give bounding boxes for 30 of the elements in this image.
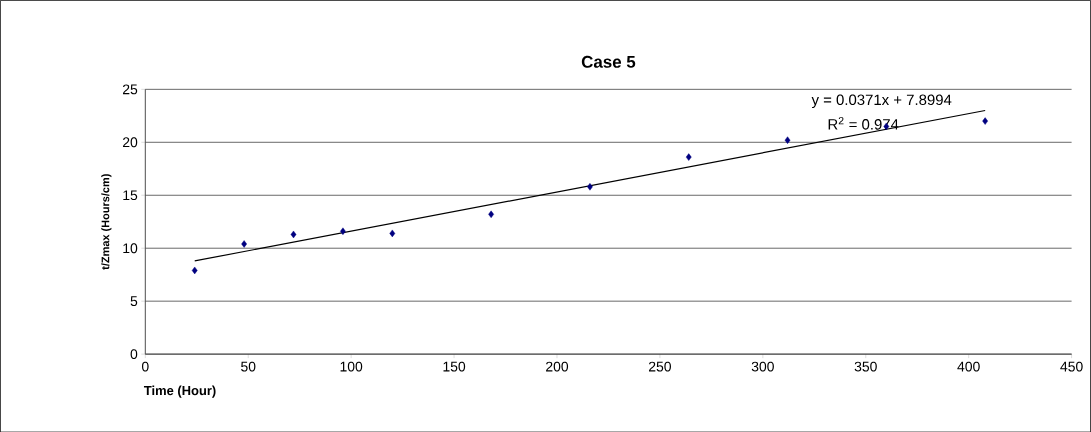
x-tick-label: 450 xyxy=(1060,361,1083,372)
point xyxy=(982,117,988,125)
y-tick-label: 5 xyxy=(130,296,138,306)
y-axis-title: t/Zmax (Hours/cm) xyxy=(101,173,112,270)
annotation: R$^{2}$ = 0.974 xyxy=(828,116,899,130)
x-tick-label: 300 xyxy=(751,361,774,372)
annotation: y = 0.0371x + 7.8994 xyxy=(811,94,952,108)
y-tick-label: 0 xyxy=(130,348,138,359)
x-tick-label: 100 xyxy=(340,361,363,372)
x-tick-label: 200 xyxy=(546,361,569,372)
y-tick-label: 20 xyxy=(122,137,138,147)
point xyxy=(241,240,247,248)
x-axis-title: Time (Hour) xyxy=(143,385,216,398)
chart-title: Case 5 xyxy=(581,55,636,68)
point xyxy=(340,227,346,235)
point xyxy=(784,136,791,144)
point xyxy=(685,153,692,161)
x-tick-label: 50 xyxy=(241,361,256,372)
x-tick-label: 150 xyxy=(443,361,466,372)
x-tick-label: 400 xyxy=(957,361,980,372)
y-tick-label: 25 xyxy=(122,84,138,95)
point xyxy=(389,229,396,237)
point xyxy=(290,230,297,238)
point xyxy=(488,210,494,218)
x-tick-label: 250 xyxy=(648,361,671,372)
x-tick-label: 0 xyxy=(141,361,149,372)
point xyxy=(191,266,198,274)
y-tick-label: 15 xyxy=(123,190,138,200)
y-tick-label: 10 xyxy=(123,243,138,253)
x-tick-label: 350 xyxy=(854,361,877,372)
